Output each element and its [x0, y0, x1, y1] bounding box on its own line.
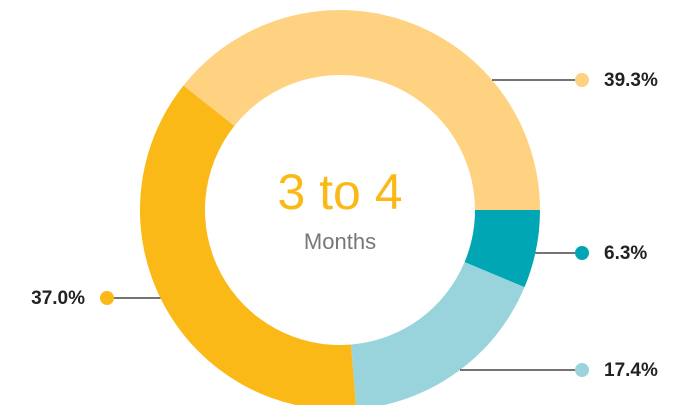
slice [351, 262, 525, 405]
slice [183, 9, 540, 211]
label-dot [575, 73, 589, 87]
label-dot [100, 291, 114, 305]
value-label: 39.3% [604, 70, 658, 91]
slice [464, 210, 540, 288]
label-dot [575, 246, 589, 260]
label-dot [575, 363, 589, 377]
center-subtitle: Months [304, 229, 376, 254]
value-label: 37.0% [31, 288, 85, 309]
slice [140, 85, 356, 405]
value-label: 17.4% [604, 360, 658, 381]
center-title: 3 to 4 [277, 164, 402, 220]
value-label: 6.3% [604, 243, 647, 264]
